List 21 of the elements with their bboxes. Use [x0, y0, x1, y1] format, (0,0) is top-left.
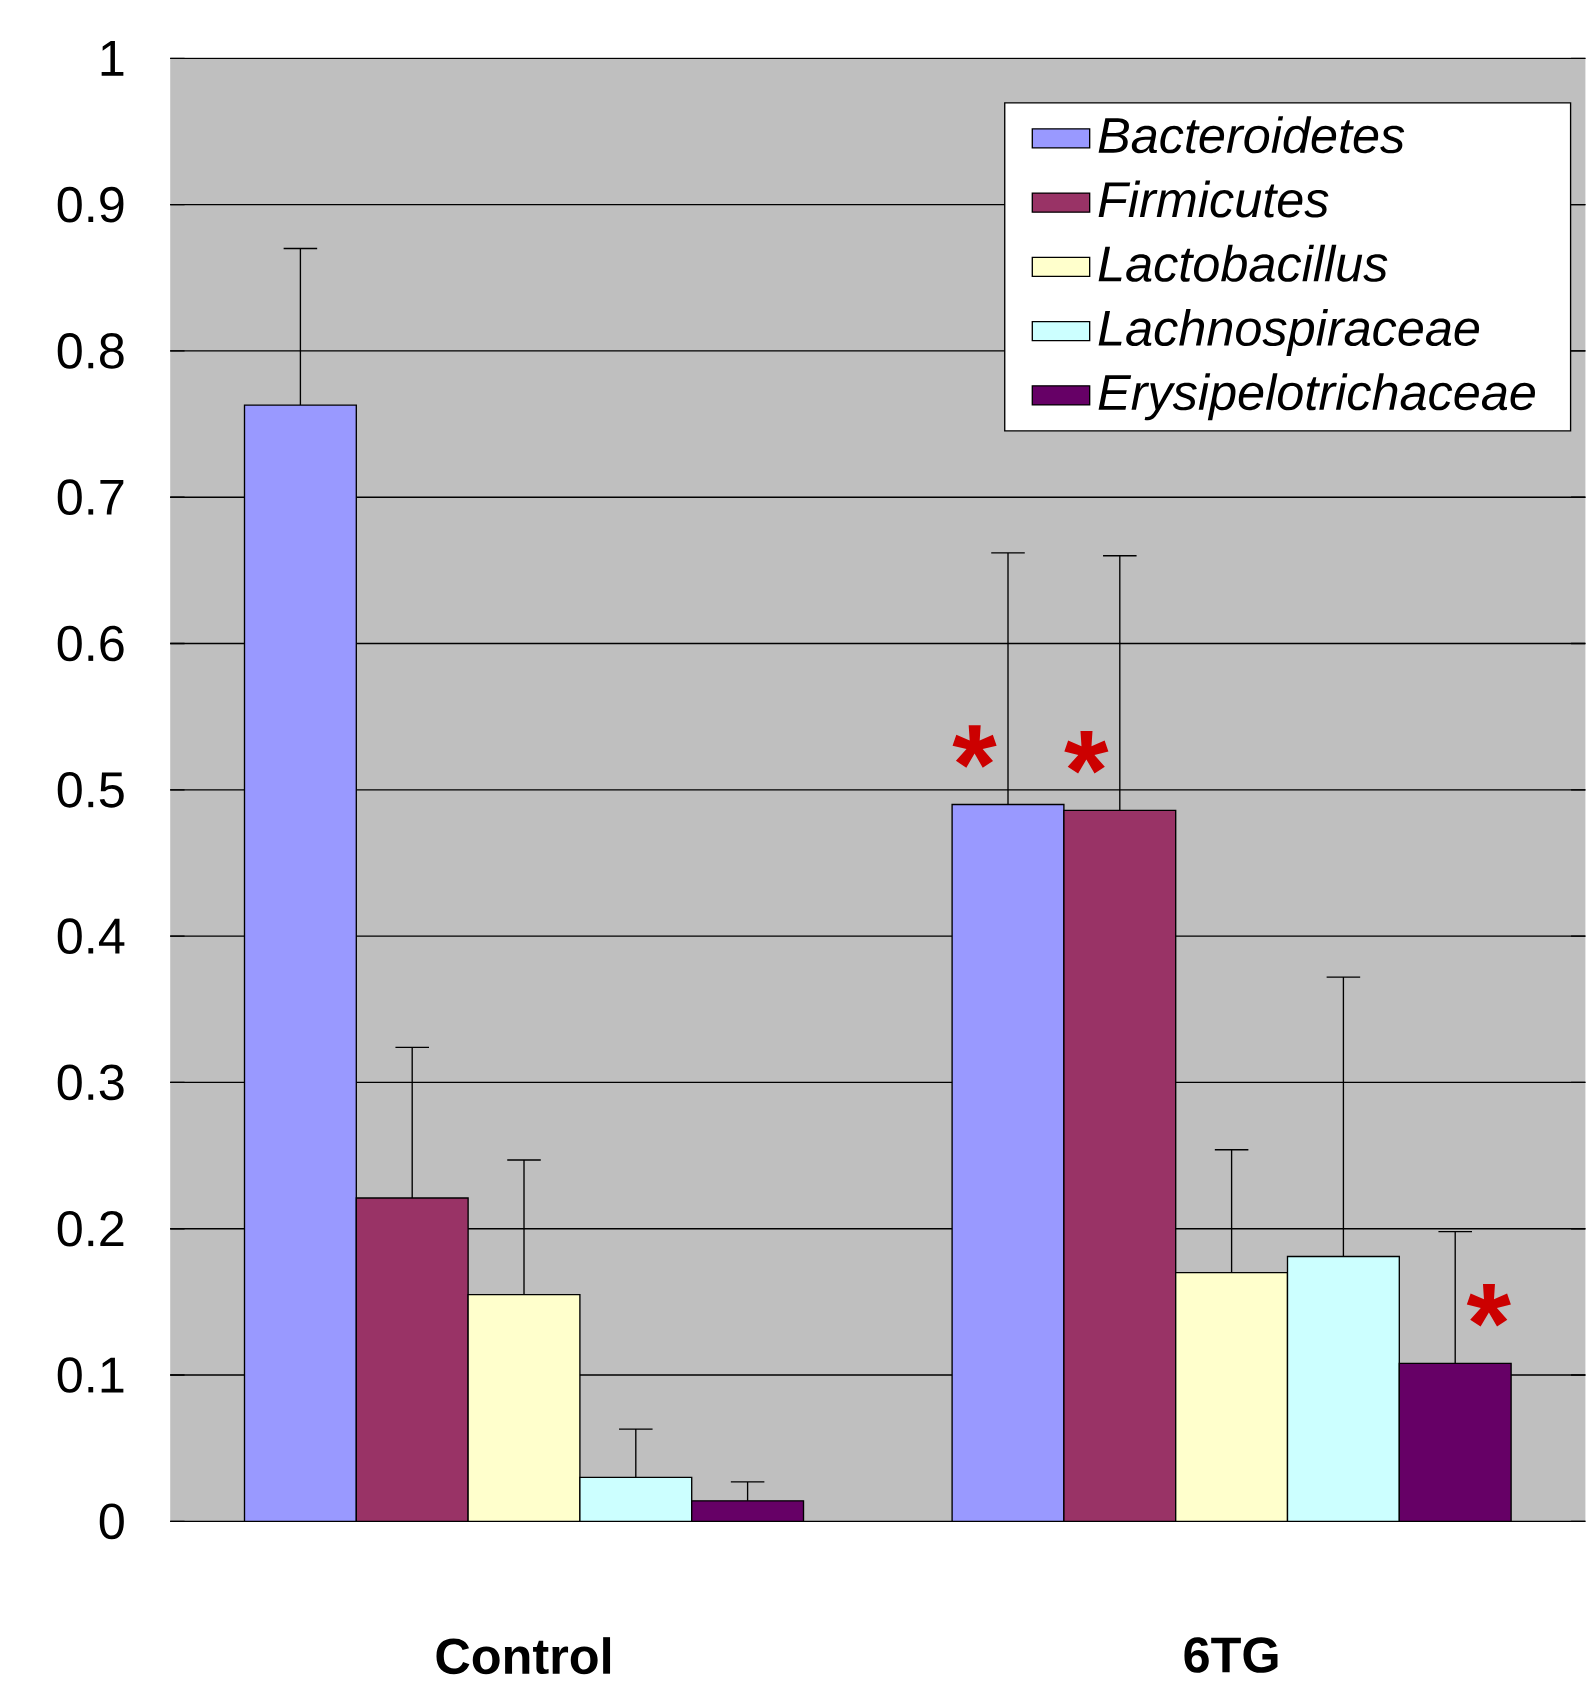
y-tick-label: 0 [99, 1503, 124, 1540]
y-tick-label: 0.5 [57, 771, 124, 808]
annotation: * [1466, 1284, 1511, 1327]
x-tick-label: 6TG [1184, 1637, 1278, 1673]
y-tick-label: 0.1 [57, 1357, 124, 1393]
legend-label: Firmicutes [1098, 180, 1329, 218]
y-tick-label: 0.2 [57, 1210, 124, 1247]
x-tick-label: Control [436, 1637, 610, 1675]
y-tick-label: 1 [101, 40, 124, 76]
legend-label: Erysipelotrichaceae [1098, 373, 1535, 421]
legend-label: Bacteroidetes [1098, 116, 1405, 154]
y-tick-label: 0.7 [57, 479, 124, 516]
y-tick-label: 0.3 [57, 1064, 124, 1101]
legend-label: Lactobacillus [1098, 244, 1388, 282]
y-tick-label: 0.8 [57, 333, 124, 369]
y-tick-label: 0.6 [57, 625, 124, 662]
y-tick-label: 0.4 [57, 918, 125, 954]
y-tick-label: 0.9 [57, 186, 124, 223]
legend-label: Lachnospiraceae [1098, 309, 1479, 357]
annotation: * [1064, 731, 1109, 774]
annotation: * [952, 725, 997, 768]
